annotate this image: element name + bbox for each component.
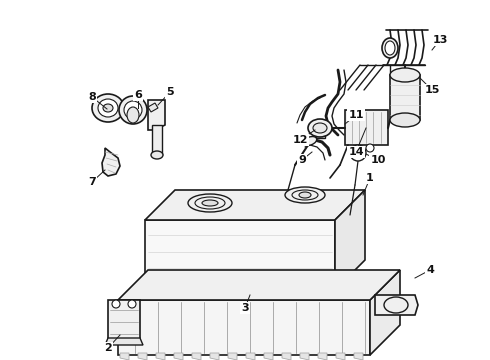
Polygon shape [192,353,201,360]
Ellipse shape [390,68,420,82]
Polygon shape [210,353,219,360]
Text: 12: 12 [292,135,308,145]
Ellipse shape [195,197,225,209]
Text: 2: 2 [104,343,112,353]
Polygon shape [316,120,325,138]
Polygon shape [148,100,165,130]
Text: 3: 3 [241,303,249,313]
Text: 11: 11 [348,110,364,120]
Circle shape [366,144,374,152]
Ellipse shape [127,107,139,123]
Ellipse shape [124,101,142,119]
Text: 7: 7 [88,177,96,187]
Ellipse shape [188,194,232,212]
Polygon shape [174,353,183,360]
Ellipse shape [308,119,332,137]
Polygon shape [118,270,400,300]
Polygon shape [370,270,400,355]
Text: 6: 6 [134,90,142,100]
Polygon shape [120,353,129,360]
Polygon shape [145,220,335,290]
Ellipse shape [390,113,420,127]
Text: 14: 14 [348,147,364,157]
Polygon shape [145,190,365,220]
Ellipse shape [292,190,318,200]
Text: 13: 13 [432,35,448,45]
Polygon shape [354,353,363,360]
Ellipse shape [313,123,327,133]
Circle shape [354,149,362,157]
Text: 8: 8 [88,92,96,102]
Circle shape [128,300,136,308]
Polygon shape [246,353,255,360]
Ellipse shape [382,38,398,58]
Polygon shape [300,353,309,360]
Ellipse shape [385,41,395,55]
Polygon shape [228,353,237,360]
Ellipse shape [202,200,218,206]
Polygon shape [152,125,162,155]
Polygon shape [282,353,291,360]
Polygon shape [335,190,365,290]
Text: 5: 5 [166,87,174,97]
Ellipse shape [384,297,408,313]
Ellipse shape [151,151,163,159]
Polygon shape [148,103,158,112]
Polygon shape [145,285,335,290]
Polygon shape [336,353,345,360]
Polygon shape [390,75,420,120]
Polygon shape [156,353,165,360]
Ellipse shape [303,136,317,145]
Ellipse shape [285,187,325,203]
Polygon shape [108,300,140,340]
Ellipse shape [119,96,147,124]
Circle shape [350,145,366,161]
Polygon shape [345,110,388,145]
Text: 1: 1 [366,173,374,183]
Polygon shape [138,353,147,360]
Polygon shape [264,353,273,360]
Polygon shape [102,148,120,176]
Text: 9: 9 [298,155,306,165]
Ellipse shape [98,99,118,117]
Ellipse shape [92,94,124,122]
Text: 4: 4 [426,265,434,275]
Polygon shape [105,338,143,345]
Polygon shape [318,353,327,360]
Polygon shape [375,295,418,315]
Polygon shape [118,300,370,355]
Text: 10: 10 [370,155,386,165]
Ellipse shape [103,104,113,112]
Text: 15: 15 [424,85,440,95]
Circle shape [112,300,120,308]
Ellipse shape [299,192,311,198]
